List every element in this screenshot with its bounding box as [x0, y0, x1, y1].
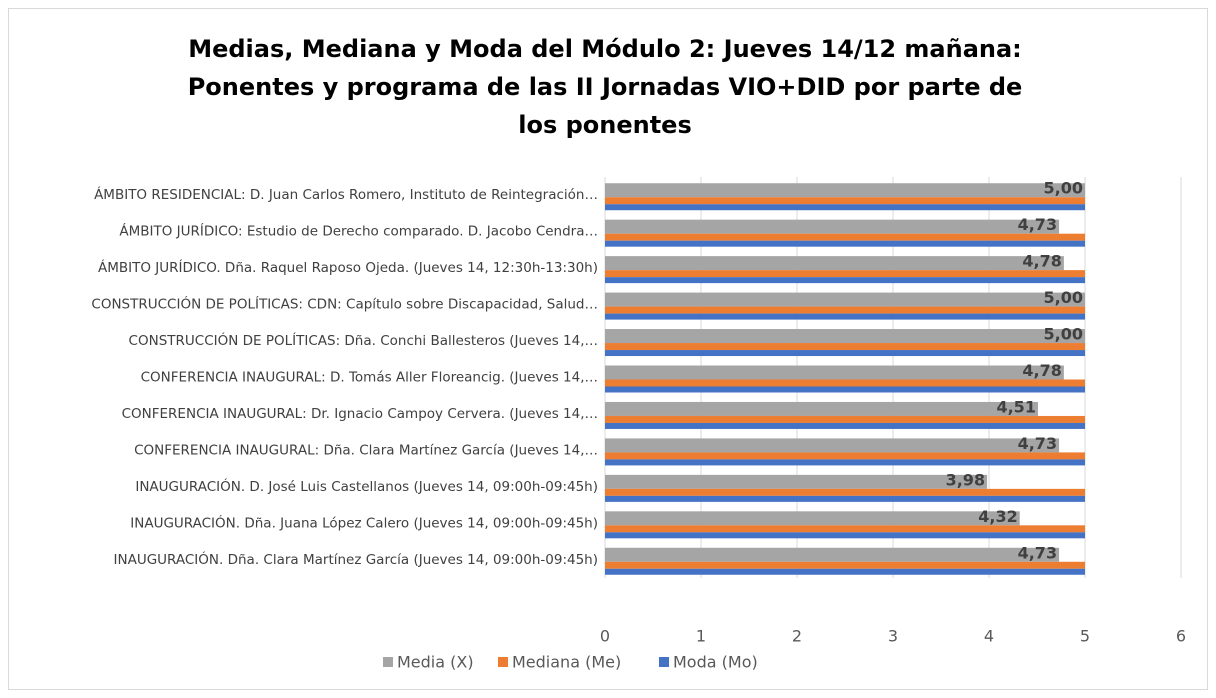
bar: [605, 459, 1085, 466]
legend-swatch: [659, 657, 669, 667]
bar: [605, 401, 1038, 416]
bar: [605, 488, 1085, 496]
bar: [605, 350, 1085, 357]
bar: [605, 438, 1060, 453]
x-tick-label: 6: [1176, 627, 1186, 646]
data-label: 4,32: [978, 507, 1017, 526]
y-tick-label: ÁMBITO JURÍDICO: Estudio de Derecho comp…: [119, 223, 598, 240]
x-tick-label: 0: [600, 627, 610, 646]
data-label: 4,78: [1022, 252, 1061, 271]
x-tick-label: 1: [696, 627, 706, 646]
bar: [605, 415, 1085, 423]
y-tick-label: INAUGURACIÓN. Dña. Juana López Calero (J…: [130, 513, 598, 531]
bar: [605, 306, 1085, 314]
bar: [605, 343, 1085, 351]
bar: [605, 379, 1085, 387]
bar: [605, 292, 1085, 307]
legend-swatch: [383, 657, 393, 667]
x-tick-label: 4: [984, 627, 994, 646]
y-tick-label: INAUGURACIÓN. Dña. Clara Martínez García…: [114, 550, 598, 568]
bar: [605, 422, 1085, 429]
y-tick-label: CONFERENCIA INAUGURAL: Dr. Ignacio Campo…: [122, 406, 598, 422]
bar: [605, 474, 988, 489]
bar: [605, 329, 1085, 344]
bar: [605, 561, 1085, 569]
bar: [605, 270, 1085, 278]
legend-label: Mediana (Me): [512, 653, 621, 672]
bar: [605, 547, 1060, 562]
x-tick-label: 5: [1080, 627, 1090, 646]
data-label: 3,98: [946, 470, 985, 489]
bar: [605, 452, 1085, 460]
bar: [605, 365, 1064, 380]
legend-swatch: [498, 657, 508, 667]
x-tick-label: 3: [888, 627, 898, 646]
y-tick-label: CONSTRUCCIÓN DE POLÍTICAS: Dña. Conchi B…: [129, 331, 598, 349]
y-tick-label: CONFERENCIA INAUGURAL: D. Tomás Aller Fl…: [141, 370, 598, 386]
y-tick-label: CONSTRUCCIÓN DE POLÍTICAS: CDN: Capítulo…: [91, 295, 598, 313]
bar: [605, 183, 1085, 198]
data-label: 4,73: [1018, 543, 1057, 562]
bar: [605, 256, 1064, 271]
data-label: 4,73: [1018, 215, 1057, 234]
data-label: 4,73: [1018, 434, 1057, 453]
bar: [605, 313, 1085, 320]
bar: [605, 532, 1085, 539]
y-tick-label: ÁMBITO JURÍDICO. Dña. Raquel Raposo Ojed…: [98, 259, 598, 276]
bar: [605, 197, 1085, 205]
bar: [605, 219, 1060, 234]
bar: [605, 240, 1085, 247]
bar: [605, 511, 1020, 526]
y-tick-label: CONFERENCIA INAUGURAL: Dña. Clara Martín…: [134, 442, 598, 458]
data-label: 5,00: [1044, 325, 1083, 344]
data-label: 5,00: [1044, 288, 1083, 307]
data-label: 5,00: [1044, 179, 1083, 198]
x-tick-label: 2: [792, 627, 802, 646]
bar: [605, 277, 1085, 284]
y-tick-label: INAUGURACIÓN. D. José Luis Castellanos (…: [135, 477, 598, 495]
bar: [605, 386, 1085, 393]
bar: [605, 204, 1085, 211]
bar: [605, 568, 1085, 575]
bar: [605, 495, 1085, 502]
y-tick-label: ÁMBITO RESIDENCIAL: D. Juan Carlos Romer…: [94, 186, 598, 203]
bar: [605, 525, 1085, 533]
data-label: 4,78: [1022, 361, 1061, 380]
chart-title: Medias, Mediana y Moda del Módulo 2: Jue…: [187, 35, 1023, 139]
legend-label: Moda (Mo): [673, 653, 758, 672]
data-label: 4,51: [996, 397, 1035, 416]
bar: [605, 233, 1085, 241]
legend-label: Media (X): [397, 653, 474, 672]
